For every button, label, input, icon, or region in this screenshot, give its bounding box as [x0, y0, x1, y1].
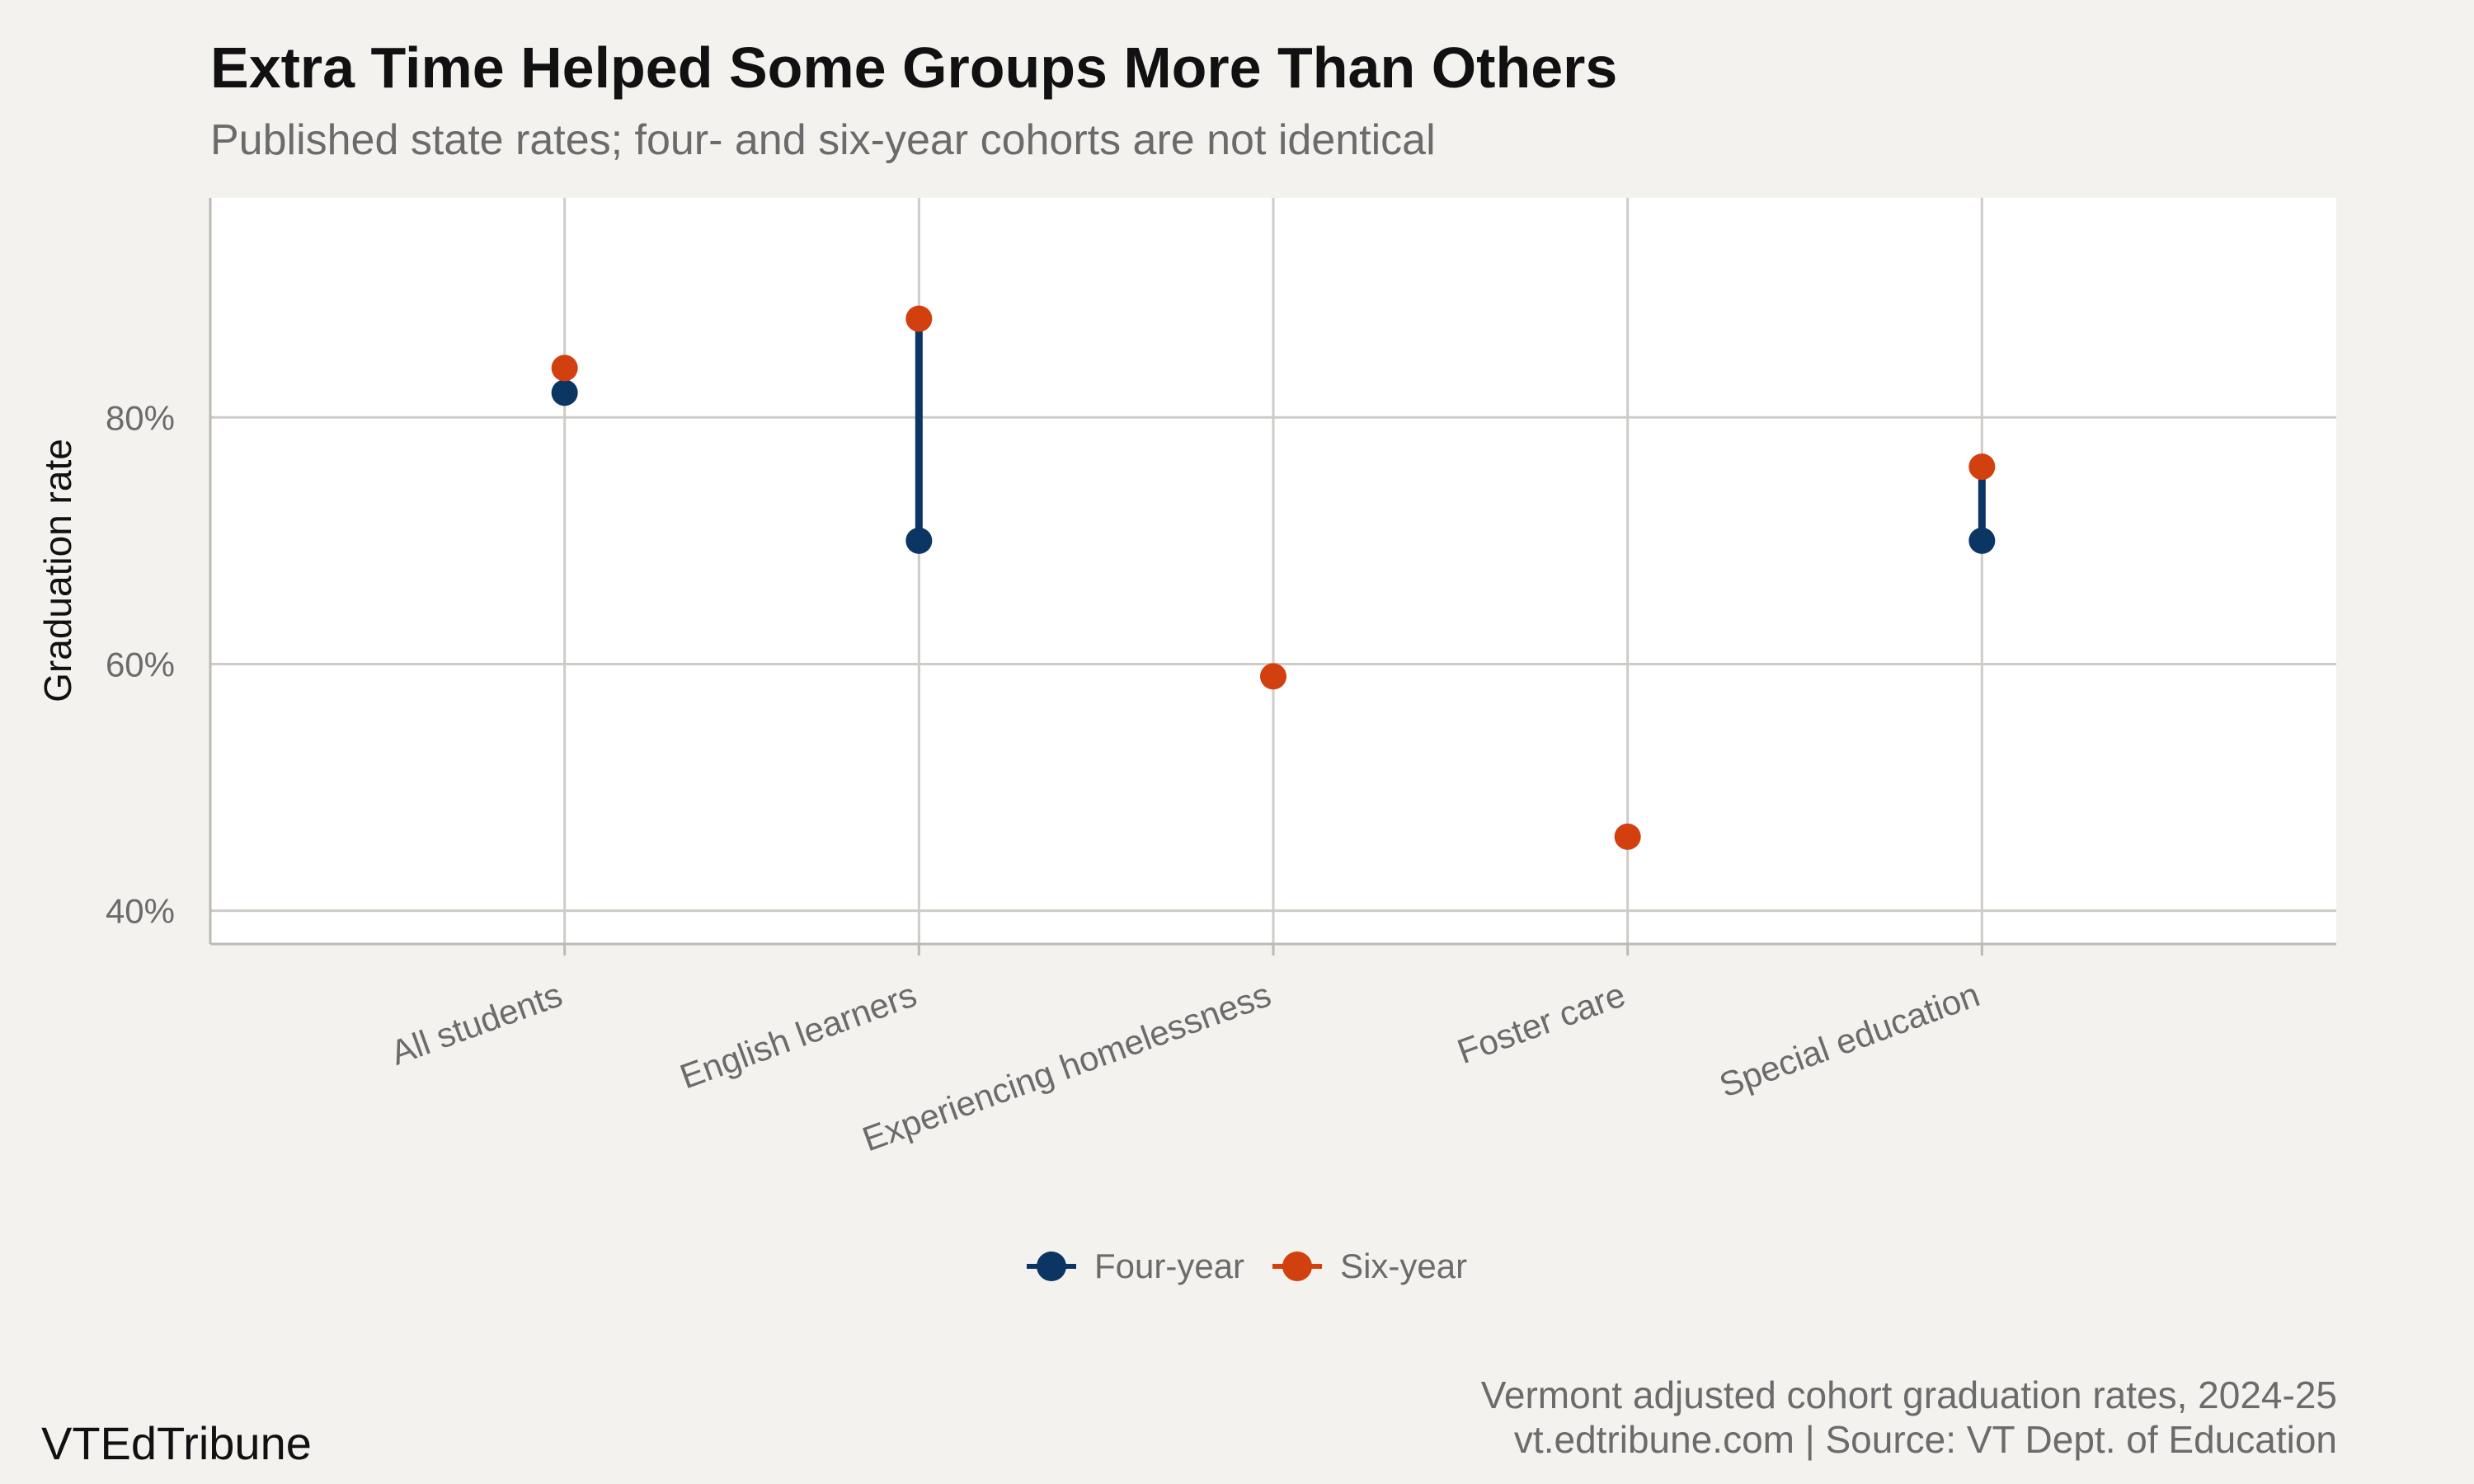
point-six-year-english-learners: [905, 305, 933, 332]
x-tick-label-english-learners: English learners: [675, 974, 921, 1096]
point-four-year-english-learners: [905, 527, 933, 554]
y-axis-title: Graduation rate: [36, 439, 79, 702]
point-six-year-foster-care: [1614, 823, 1641, 850]
point-six-year-experiencing-homelessness: [1260, 663, 1286, 690]
legend-item-six-year: Six-year: [1272, 1247, 1467, 1286]
y-tick-label: 80%: [106, 398, 175, 437]
legend-key-four-year: [1027, 1250, 1076, 1283]
point-four-year-special-education: [1968, 527, 1996, 554]
point-four-year-all-students: [551, 379, 578, 406]
legend-label-six-year: Six-year: [1340, 1247, 1468, 1285]
chart-subtitle: Published state rates; four- and six-yea…: [210, 116, 1436, 164]
caption-line-1: Vermont adjusted cohort graduation rates…: [1480, 1374, 2337, 1416]
brand-name: VTEdTribune: [41, 1417, 312, 1469]
data-marks: [551, 305, 1996, 850]
legend-item-four-year: Four-year: [1027, 1247, 1244, 1286]
caption: Vermont adjusted cohort graduation rates…: [1481, 1373, 2337, 1462]
y-tick-label: 40%: [106, 892, 175, 931]
point-six-year-all-students: [551, 355, 578, 382]
x-tick-label-experiencing-homelessness: Experiencing homelessness: [858, 974, 1276, 1158]
point-six-year-special-education: [1968, 453, 1996, 481]
chart-title: Extra Time Helped Some Groups More Than …: [210, 35, 1618, 100]
x-tick-label-foster-care: Foster care: [1452, 974, 1630, 1071]
legend-label-four-year: Four-year: [1094, 1247, 1245, 1285]
caption-line-2: vt.edtribune.com | Source: VT Dept. of E…: [1513, 1418, 2337, 1461]
y-tick-label: 60%: [106, 645, 175, 683]
grid-lines: [210, 198, 2336, 956]
x-tick-label-all-students: All students: [386, 974, 567, 1072]
legend: Four-year Six-year: [1027, 1247, 1467, 1286]
legend-key-six-year: [1272, 1250, 1323, 1283]
x-tick-label-special-education: Special education: [1714, 974, 1985, 1105]
